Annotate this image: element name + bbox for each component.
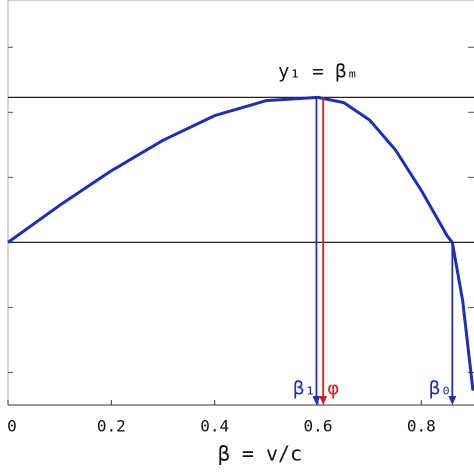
marker-arrow <box>448 396 457 405</box>
marker-label: β₁ <box>293 378 316 400</box>
marker-arrow <box>319 396 328 405</box>
marker-arrow <box>312 396 321 405</box>
marker-label: β₀ <box>429 378 452 400</box>
x-tick-label: 0.4 <box>200 417 229 436</box>
x-tick-label: 0.2 <box>97 417 126 436</box>
x-tick-label: 0.6 <box>304 417 333 436</box>
marker-label: φ <box>327 378 338 400</box>
x-tick-label: 0.8 <box>407 417 436 436</box>
annotation: y₁ = βₘ <box>278 61 358 83</box>
plot-frame <box>7 0 474 406</box>
data-line <box>7 95 474 391</box>
x-tick-label: 0 <box>7 417 17 436</box>
x-axis-label: β = v/c <box>218 442 302 466</box>
